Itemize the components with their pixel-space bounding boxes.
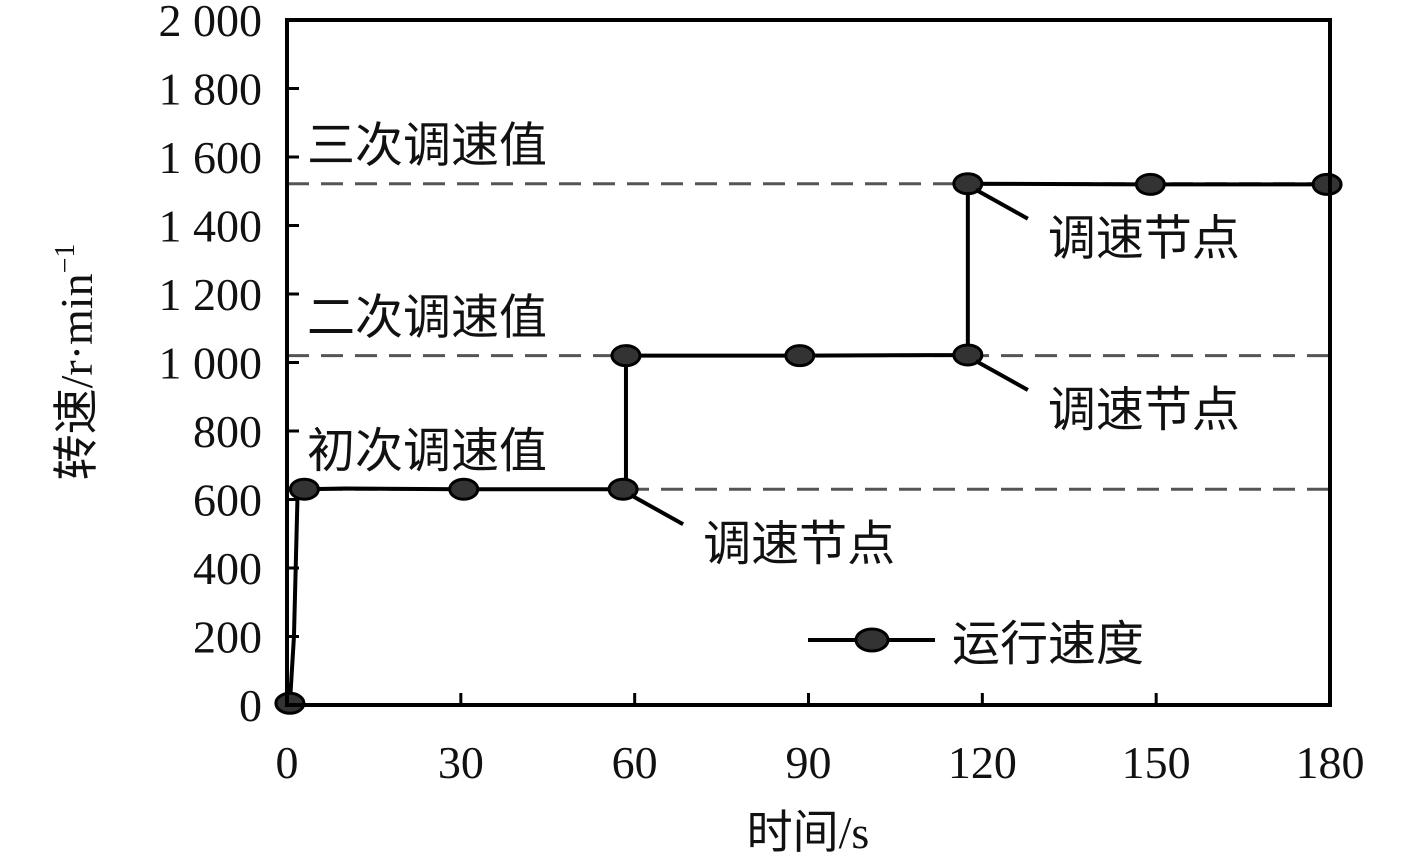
legend-marker xyxy=(854,627,890,653)
x-tick-label: 0 xyxy=(276,737,299,788)
x-tick-label: 120 xyxy=(948,737,1017,788)
data-point xyxy=(288,477,320,501)
data-point xyxy=(448,477,480,501)
data-point xyxy=(607,477,639,501)
data-point xyxy=(610,344,642,368)
x-tick-label: 30 xyxy=(438,737,484,788)
y-tick-label: 1 000 xyxy=(159,338,263,389)
annotation-label: 调速节点 xyxy=(703,518,895,571)
x-tick-label: 60 xyxy=(612,737,658,788)
y-tick-label: 1 400 xyxy=(159,201,263,252)
reference-label: 三次调速值 xyxy=(307,120,547,173)
reference-label: 初次调速值 xyxy=(307,425,547,478)
data-point xyxy=(952,172,984,196)
data-point xyxy=(784,344,816,368)
annotation-leader xyxy=(974,187,1029,221)
data-point xyxy=(952,343,984,367)
x-axis-label: 时间/s xyxy=(747,807,870,855)
y-tick-label: 1 600 xyxy=(159,132,263,183)
legend: 运行速度 xyxy=(808,618,1144,671)
data-point xyxy=(1311,172,1343,196)
y-tick-label: 400 xyxy=(193,543,262,594)
y-tick-label: 600 xyxy=(193,475,262,526)
y-tick-label: 2 000 xyxy=(159,0,263,46)
annotation-leader xyxy=(630,493,685,526)
y-tick-label: 1 200 xyxy=(159,269,263,320)
annotation-label: 调速节点 xyxy=(1048,384,1240,437)
legend-label: 运行速度 xyxy=(952,618,1144,671)
x-tick-label: 150 xyxy=(1122,737,1191,788)
y-tick-label: 1 800 xyxy=(159,64,263,115)
plot-frame xyxy=(285,18,1332,707)
y-axis-label: 转速/r·min−1 xyxy=(50,244,102,481)
annotation-leader xyxy=(974,359,1029,392)
x-tick-label: 180 xyxy=(1296,737,1365,788)
annotation-label: 调速节点 xyxy=(1048,213,1240,266)
data-point xyxy=(1134,172,1166,196)
y-tick-label: 800 xyxy=(193,406,262,457)
reference-label: 二次调速值 xyxy=(307,292,547,345)
y-tick-label: 200 xyxy=(193,612,262,663)
y-tick-label: 0 xyxy=(239,680,262,731)
x-tick-label: 90 xyxy=(786,737,832,788)
